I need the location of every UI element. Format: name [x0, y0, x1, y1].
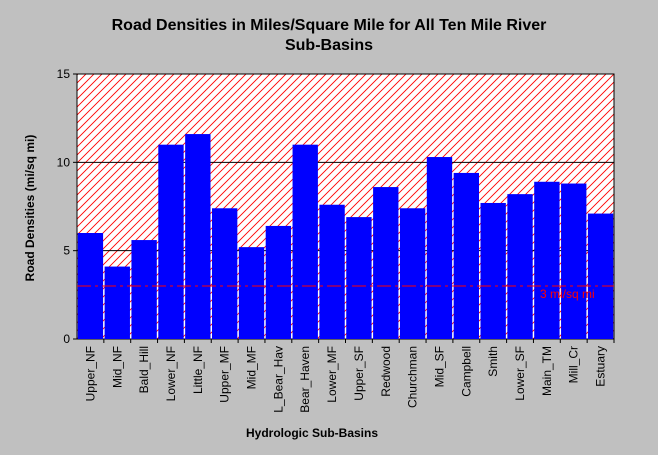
bar-lower-mf	[319, 204, 345, 339]
x-category-label: Upper_MF	[218, 346, 232, 403]
x-category-label: Lower_MF	[325, 346, 339, 403]
bar-churchman	[399, 208, 426, 339]
bar-upper-mf	[212, 208, 238, 339]
x-category-label: Lower_NF	[164, 346, 178, 401]
x-category-label: Mid_MF	[245, 346, 259, 389]
x-category-label: Mill_Cr	[567, 346, 581, 383]
x-category-label: Bear_Haven	[298, 346, 312, 413]
x-category-label: Upper_SF	[352, 346, 366, 401]
bar-campbell	[453, 172, 479, 339]
bar-l-bear-hav	[265, 225, 292, 339]
bar-lower-nf	[158, 144, 184, 339]
y-tick-label: 10	[57, 155, 71, 169]
y-tick-label: 5	[63, 244, 70, 258]
x-category-label: Campbell	[459, 346, 473, 397]
y-tick-label: 15	[57, 67, 71, 81]
bar-main-tm	[534, 181, 560, 339]
y-axis-ticks: 0 5 10 15	[57, 67, 77, 346]
bar-estuary	[587, 213, 614, 339]
x-category-label: Mid_SF	[432, 346, 446, 387]
x-category-label: Redwood	[379, 346, 393, 397]
x-category-label: Mid_NF	[110, 346, 124, 388]
x-category-label: Churchman	[406, 346, 420, 408]
x-category-label: Main_TM	[540, 346, 554, 396]
bar-mill-cr	[561, 183, 587, 339]
reference-line-label: 3 mi/sq mi	[540, 287, 595, 301]
x-category-label: L_Bear_Hav	[271, 346, 285, 413]
x-category-label: Upper_NF	[83, 346, 97, 401]
bar-mid-nf	[104, 266, 130, 339]
bar-lower-sf	[507, 194, 533, 339]
bar-smith	[480, 202, 506, 339]
bar-mid-mf	[238, 247, 265, 339]
bar-mid-sf	[426, 157, 453, 339]
bar-upper-sf	[346, 217, 372, 339]
x-axis-categories: Upper_NF Mid_NF Bald_Hill Lower_NF Little_NF…	[83, 339, 615, 413]
plot-area	[76, 73, 615, 340]
x-category-label: Lower_SF	[513, 346, 527, 401]
chart-title-line-1: Road Densities in Miles/Square Mile for …	[112, 17, 547, 34]
y-axis-label: Road Densities (mi/sq mi)	[23, 135, 37, 282]
x-axis-label: Hydrologic Sub-Basins	[246, 426, 378, 440]
x-category-label: Estuary	[594, 346, 608, 387]
bar-redwood	[373, 187, 399, 339]
chart-title-line-2: Sub-Basins	[285, 37, 373, 54]
y-tick-label: 0	[63, 332, 70, 346]
x-category-label: Bald_Hill	[137, 346, 151, 393]
bar-bald-hill	[131, 240, 157, 339]
reference-group: 3 mi/sq mi	[77, 285, 614, 301]
bar-bear-haven	[292, 144, 318, 339]
x-category-label: Smith	[486, 346, 500, 377]
x-category-label: Little_NF	[191, 346, 205, 394]
bars-group	[77, 134, 614, 339]
bar-little-nf	[185, 134, 211, 339]
